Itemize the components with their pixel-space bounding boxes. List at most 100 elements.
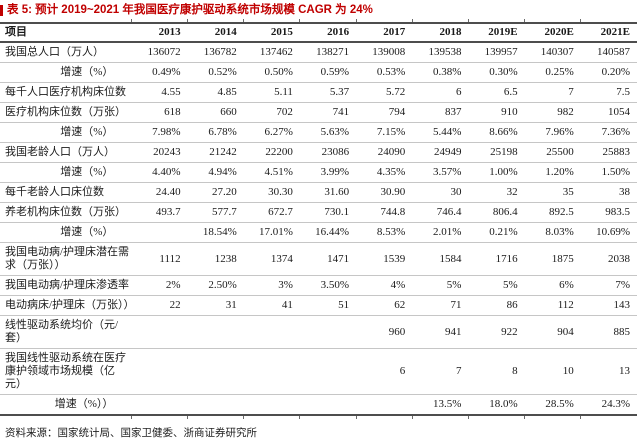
cell-value: 806.4 [468, 202, 525, 223]
cell-value: 27.20 [187, 182, 244, 203]
cell-value: 16.44% [299, 222, 357, 243]
row-label: 我国电动病/护理床潜在需求（万张）） [0, 242, 132, 276]
cell-value: 0.20% [580, 62, 637, 83]
column-tick [131, 415, 189, 419]
table-title: 表 5: 预计 2019~2021 年我国医疗康护驱动系统市场规模 CAGR 为… [7, 4, 373, 16]
cell-value: 744.8 [356, 202, 413, 223]
table-row: 养老机构床位数（万张） 493.7 577.7 672.7 730.1 744.8 746.… [0, 202, 637, 223]
table-row: 我国电动病/护理床潜在需求（万张）） 1112 1238 1374 1471 1539 15… [0, 242, 637, 276]
cell-value: 983.5 [580, 202, 637, 223]
cell-value: 1875 [524, 242, 581, 276]
cell-value [131, 315, 188, 349]
table-body: 我国总人口（万人） 136072 136782 137462 138271 139008 1… [0, 42, 637, 416]
cell-value: 660 [187, 102, 244, 123]
cell-value: 13 [580, 348, 637, 395]
cell-value: 493.7 [131, 202, 188, 223]
column-header: 2017 [356, 22, 413, 43]
column-header: 2018 [412, 22, 469, 43]
cell-value: 3.50% [299, 275, 357, 296]
cell-value: 7 [524, 82, 581, 103]
cell-value: 31.60 [299, 182, 357, 203]
row-label: 我国电动病/护理床渗透率 [0, 275, 132, 296]
cell-value [131, 394, 188, 416]
cell-value: 2038 [580, 242, 637, 276]
column-tick-row [0, 415, 637, 419]
table-foot [0, 415, 637, 419]
column-header: 2016 [299, 22, 357, 43]
cell-value: 1584 [412, 242, 469, 276]
cell-value: 1374 [243, 242, 300, 276]
cell-value: 6.78% [187, 122, 244, 143]
cell-value: 910 [468, 102, 525, 123]
cell-value: 741 [299, 102, 357, 123]
cell-value [299, 348, 357, 395]
table-row: 我国电动病/护理床渗透率 2% 2.50% 3% 3.50% 4% 5% 5% 6% 7% [0, 275, 637, 296]
row-label: 医疗机构床位数（万张） [0, 102, 132, 123]
row-label: 养老机构床位数（万张） [0, 202, 132, 223]
cell-value: 7.96% [524, 122, 581, 143]
cell-value: 577.7 [187, 202, 244, 223]
row-label: 我国老龄人口（万人） [0, 142, 132, 163]
cell-value: 0.30% [468, 62, 525, 83]
cell-value: 6.27% [243, 122, 300, 143]
cell-value: 24090 [356, 142, 413, 163]
cell-value: 4.55 [131, 82, 188, 103]
cell-value: 1471 [299, 242, 357, 276]
header-row: 项目 2013 2014 2015 2016 2017 2018 2019E 2020E 2021… [0, 22, 637, 43]
table-row: 线性驱动系统均价（元/套） 960 941 922 904 885 [0, 315, 637, 349]
cell-value: 139538 [412, 42, 469, 63]
cell-value [243, 348, 300, 395]
cell-value: 22 [131, 295, 188, 316]
cell-value: 5.72 [356, 82, 413, 103]
column-tick [524, 19, 582, 23]
cell-value: 3.99% [299, 162, 357, 183]
cell-value: 892.5 [524, 202, 581, 223]
column-header: 2015 [243, 22, 300, 43]
growth-row-label: 增速（%） [0, 62, 132, 83]
table-row: 医疗机构床位数（万张） 618 660 702 741 794 837 910 982 1054 [0, 102, 637, 123]
cell-value: 28.5% [524, 394, 581, 416]
cell-value: 24.40 [131, 182, 188, 203]
cell-value: 5.44% [412, 122, 469, 143]
cell-value: 702 [243, 102, 300, 123]
cell-value: 140587 [580, 42, 637, 63]
cell-value: 10 [524, 348, 581, 395]
cell-value [299, 315, 357, 349]
cell-value: 618 [131, 102, 188, 123]
cell-value: 138271 [299, 42, 357, 63]
column-header: 2019E [468, 22, 525, 43]
cell-value: 4.85 [187, 82, 244, 103]
header-items-column: 项目 [0, 22, 132, 43]
cell-value: 3.57% [412, 162, 469, 183]
table-row: 我国总人口（万人） 136072 136782 137462 138271 139008 1… [0, 42, 637, 63]
cell-value: 4.40% [131, 162, 188, 183]
cell-value: 4.35% [356, 162, 413, 183]
table-row: 我国线性驱动系统在医疗康护领域市场规模（亿元） 6 7 8 10 13 [0, 348, 637, 395]
cell-value: 31 [187, 295, 244, 316]
cell-value: 136782 [187, 42, 244, 63]
table-row: 我国老龄人口（万人） 20243 21242 22200 23086 24090 24949… [0, 142, 637, 163]
cell-value: 7.98% [131, 122, 188, 143]
cell-value: 143 [580, 295, 637, 316]
cell-value: 139957 [468, 42, 525, 63]
growth-row-label: 增速（%） [0, 122, 132, 143]
table-row: 增速（%）） 13.5% 18.0% 28.5% 24.3% [0, 394, 637, 416]
cell-value: 4.51% [243, 162, 300, 183]
cell-value: 4.94% [187, 162, 244, 183]
cell-value: 18.0% [468, 394, 525, 416]
cell-value: 51 [299, 295, 357, 316]
table-row: 每千老龄人口床位数 24.40 27.20 30.30 31.60 30.90 30 32 35… [0, 182, 637, 203]
growth-row-label: 增速（%） [0, 162, 132, 183]
cell-value: 5.37 [299, 82, 357, 103]
cell-value: 22200 [243, 142, 300, 163]
cell-value [356, 394, 413, 416]
column-tick [356, 415, 413, 419]
cell-value: 24949 [412, 142, 469, 163]
cell-value: 5% [412, 275, 469, 296]
column-tick [524, 415, 582, 419]
cell-value: 1.50% [580, 162, 637, 183]
data-table: 项目 2013 2014 2015 2016 2017 2018 2019E 2020E 2021… [0, 19, 637, 419]
column-tick [412, 415, 469, 419]
column-tick [356, 19, 413, 23]
cell-value [243, 315, 300, 349]
